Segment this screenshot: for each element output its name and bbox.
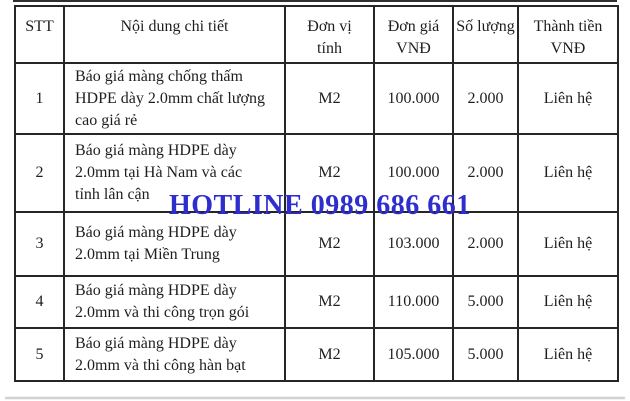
cell-quantity: 2.000 [452,62,519,135]
cell-unit: M2 [284,211,375,277]
header-stt: STT [14,5,65,64]
cell-description: Báo giá màng HDPE dày 2.0mm tại Hà Nam v… [63,133,286,213]
cell-price: 103.000 [373,211,454,277]
cell-unit: M2 [284,133,375,213]
cropped-row-line-top [13,0,617,2]
header-quantity: Số lượng [452,5,519,64]
table-row: 2 Báo giá màng HDPE dày 2.0mm tại Hà Nam… [14,133,619,213]
cell-description: Báo giá màng chống thấm HDPE dày 2.0mm c… [63,62,286,135]
table-row: 1 Báo giá màng chống thấm HDPE dày 2.0mm… [14,62,619,135]
cell-total: Liên hệ [517,62,619,135]
table-row: 4 Báo giá màng HDPE dày 2.0mm và thi côn… [14,275,619,329]
header-unit: Đơn vị tính [284,5,375,64]
page-artifact-line [5,397,625,399]
cell-stt: 3 [14,211,65,277]
cell-price: 110.000 [373,275,454,329]
table-row: 5 Báo giá màng HDPE dày 2.0mm và thi côn… [14,327,619,382]
cell-stt: 1 [14,62,65,135]
cell-quantity: 2.000 [452,211,519,277]
cell-unit: M2 [284,62,375,135]
table-header-row: STT Nội dung chi tiết Đơn vị tính Đơn gi… [14,5,619,64]
cell-quantity: 5.000 [452,275,519,329]
cell-quantity: 5.000 [452,327,519,382]
header-total: Thành tiền VNĐ [517,5,619,64]
cell-unit: M2 [284,327,375,382]
cell-description: Báo giá màng HDPE dày 2.0mm và thi công … [63,275,286,329]
price-table: STT Nội dung chi tiết Đơn vị tính Đơn gi… [14,5,619,382]
cell-price: 105.000 [373,327,454,382]
cell-description: Báo giá màng HDPE dày 2.0mm và thi công … [63,327,286,382]
header-price: Đơn giá VNĐ [373,5,454,64]
cell-stt: 2 [14,133,65,213]
cell-stt: 4 [14,275,65,329]
cell-price: 100.000 [373,62,454,135]
cell-quantity: 2.000 [452,133,519,213]
cell-total: Liên hệ [517,211,619,277]
table-row: 3 Báo giá màng HDPE dày 2.0mm tại Miền T… [14,211,619,277]
cell-price: 100.000 [373,133,454,213]
cell-total: Liên hệ [517,275,619,329]
cell-total: Liên hệ [517,133,619,213]
cell-total: Liên hệ [517,327,619,382]
hotline-watermark: HOTLINE 0989 686 661 [169,190,471,221]
cell-description: Báo giá màng HDPE dày 2.0mm tại Miền Tru… [63,211,286,277]
cell-unit: M2 [284,275,375,329]
cell-stt: 5 [14,327,65,382]
header-description: Nội dung chi tiết [63,5,286,64]
